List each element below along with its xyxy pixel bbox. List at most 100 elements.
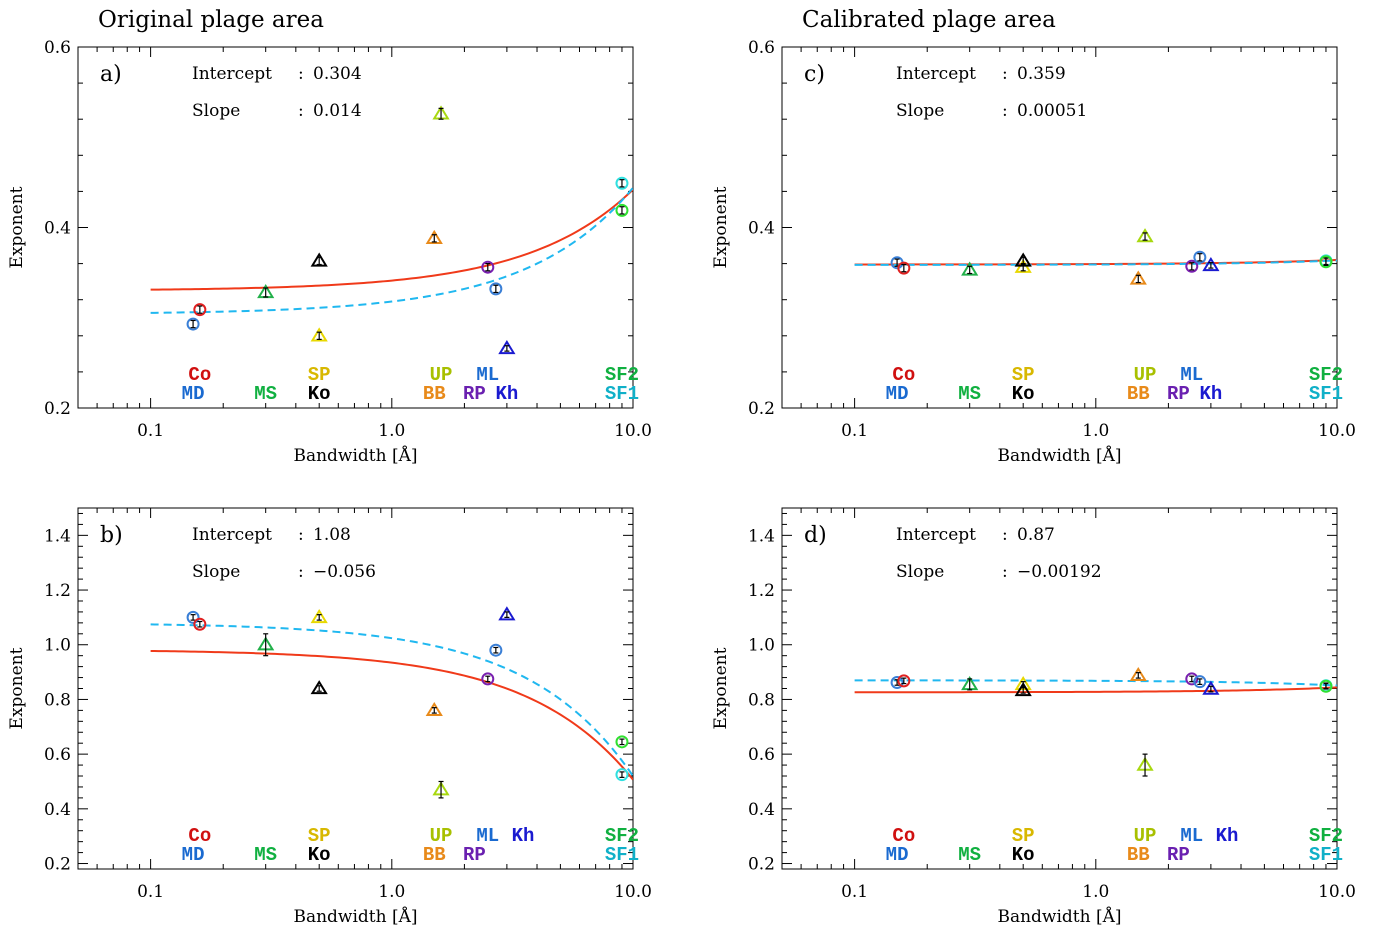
x-tick-label: 10.0 bbox=[614, 882, 652, 902]
data-point-marker bbox=[1014, 681, 1032, 697]
instrument-label: Ko bbox=[1012, 844, 1035, 866]
data-point bbox=[425, 701, 443, 717]
x-axis-label: Bandwidth [Å] bbox=[293, 445, 417, 466]
data-point-marker bbox=[1193, 250, 1207, 264]
instrument-label: ML bbox=[1180, 825, 1203, 847]
data-point-marker bbox=[481, 672, 495, 686]
y-axis-label: Exponent bbox=[711, 647, 731, 729]
data-point bbox=[1193, 250, 1207, 264]
instrument-label: UP bbox=[430, 825, 453, 847]
panel-c: 0.1 1.0 10.0 0.2 0.4 0.6 Bandwidth [Å] Exponent… bbox=[711, 38, 1356, 466]
instrument-label: Co bbox=[188, 825, 211, 847]
y-tick-label: 1.0 bbox=[44, 636, 71, 656]
y-tick-label: 0.2 bbox=[748, 399, 775, 419]
x-tick-label: 0.1 bbox=[841, 421, 868, 441]
instrument-label: SF2 bbox=[1309, 825, 1343, 847]
instrument-label: SF2 bbox=[605, 825, 639, 847]
data-point bbox=[1014, 681, 1032, 697]
instrument-label: SF2 bbox=[1309, 364, 1343, 386]
panel-a: 0.1 1.0 10.0 0.2 0.4 0.6 Bandwidth [Å] Exponent… bbox=[7, 38, 652, 466]
instrument-label: Ko bbox=[1012, 383, 1035, 405]
x-tick-label: 1.0 bbox=[1082, 882, 1109, 902]
instrument-label: SP bbox=[308, 825, 331, 847]
data-point bbox=[1319, 255, 1333, 269]
data-point-marker bbox=[1136, 228, 1154, 243]
data-point bbox=[961, 261, 979, 276]
annotation-separator: : bbox=[1002, 64, 1008, 84]
instrument-label: Kh bbox=[512, 825, 535, 847]
annotation-value: 0.014 bbox=[313, 101, 362, 121]
instrument-label: SF1 bbox=[605, 844, 639, 866]
data-point-marker bbox=[425, 229, 443, 245]
data-point-marker bbox=[498, 606, 516, 621]
instrument-label: RP bbox=[463, 844, 486, 866]
fit-curve-dashed bbox=[150, 187, 633, 314]
data-point-marker bbox=[489, 643, 503, 657]
data-point bbox=[432, 780, 450, 799]
y-tick-label: 0.4 bbox=[44, 219, 71, 239]
y-tick-label: 1.4 bbox=[44, 526, 71, 546]
annotation-value: 0.00051 bbox=[1017, 101, 1087, 121]
annotation-label: Slope bbox=[192, 562, 240, 582]
instrument-label: Kh bbox=[1199, 383, 1222, 405]
panels: 0.1 1.0 10.0 0.2 0.4 0.6 Bandwidth [Å] Exponent… bbox=[7, 38, 1356, 927]
data-point bbox=[489, 643, 503, 657]
data-point bbox=[489, 282, 503, 296]
y-tick-label: 0.6 bbox=[44, 745, 71, 765]
fit-curve-solid bbox=[150, 649, 633, 781]
panel-d: 0.1 1.0 10.0 0.2 0.4 0.6 0.8 1.0 1.2 1.4 Bandwidth… bbox=[711, 507, 1356, 927]
instrument-label: SF1 bbox=[1309, 383, 1343, 405]
data-point bbox=[1193, 675, 1207, 689]
data-point-marker bbox=[1202, 680, 1220, 695]
data-point-marker bbox=[310, 680, 328, 695]
annotation-separator: : bbox=[1002, 525, 1008, 545]
data-point bbox=[615, 203, 629, 217]
y-axis-label: Exponent bbox=[711, 186, 731, 268]
data-point-marker bbox=[481, 260, 495, 274]
x-axis-label: Bandwidth [Å] bbox=[997, 906, 1121, 927]
annotation-value: 1.08 bbox=[313, 525, 351, 545]
annotation-separator: : bbox=[298, 64, 304, 84]
y-tick-label: 1.0 bbox=[748, 636, 775, 656]
data-point bbox=[1136, 753, 1154, 777]
data-point bbox=[615, 735, 629, 749]
data-point bbox=[615, 176, 629, 190]
instrument-label: SF2 bbox=[605, 364, 639, 386]
fit-curve-dashed bbox=[854, 679, 1337, 687]
y-tick-label: 0.4 bbox=[44, 800, 71, 820]
annotation-separator: : bbox=[298, 101, 304, 121]
data-point-marker bbox=[1202, 256, 1220, 272]
annotation-separator: : bbox=[1002, 101, 1008, 121]
data-point-marker bbox=[1319, 255, 1333, 269]
y-tick-label: 0.6 bbox=[748, 745, 775, 765]
panel-b: 0.1 1.0 10.0 0.2 0.4 0.6 0.8 1.0 1.2 1.4 Bandwidth… bbox=[7, 507, 652, 927]
y-tick-label: 0.2 bbox=[44, 399, 71, 419]
data-point-marker bbox=[489, 282, 503, 296]
data-point-marker bbox=[193, 617, 207, 631]
y-axis-label: Exponent bbox=[7, 647, 27, 729]
y-tick-label: 0.8 bbox=[44, 690, 71, 710]
data-point bbox=[481, 672, 495, 686]
instrument-label: Kh bbox=[1216, 825, 1239, 847]
instrument-label: UP bbox=[430, 364, 453, 386]
data-point-marker bbox=[310, 608, 328, 624]
fit-curve-dashed bbox=[854, 259, 1337, 266]
y-tick-label: 1.2 bbox=[44, 581, 71, 601]
x-tick-label: 0.1 bbox=[841, 882, 868, 902]
data-point bbox=[1185, 259, 1199, 273]
data-point bbox=[1014, 252, 1032, 267]
instrument-label: RP bbox=[1167, 844, 1190, 866]
data-point-marker bbox=[961, 261, 979, 276]
annotation-value: 0.304 bbox=[313, 64, 362, 84]
data-point bbox=[1136, 228, 1154, 243]
data-point bbox=[310, 327, 328, 342]
data-point bbox=[1319, 679, 1333, 693]
data-point bbox=[186, 610, 200, 624]
instrument-label: MS bbox=[254, 844, 277, 866]
instrument-label: Ko bbox=[308, 383, 331, 405]
x-axis-label: Bandwidth [Å] bbox=[293, 906, 417, 927]
data-point bbox=[615, 768, 629, 782]
instrument-label: MD bbox=[182, 383, 205, 405]
instrument-label: UP bbox=[1134, 364, 1157, 386]
